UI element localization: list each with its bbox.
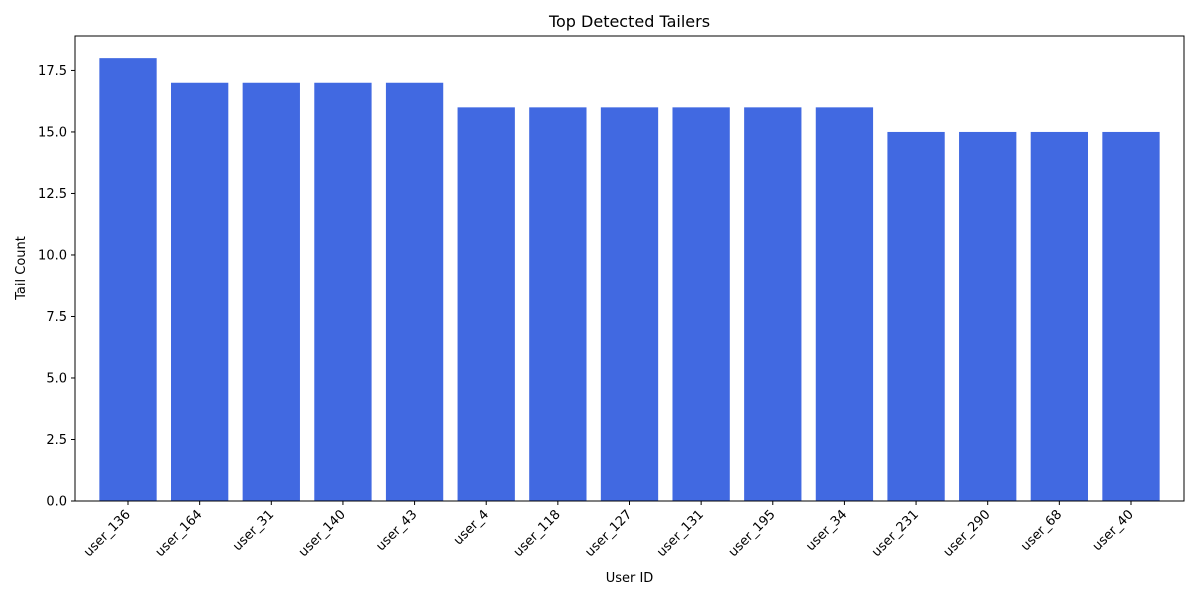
bar-user_231 bbox=[887, 131, 945, 501]
bar-user_127 bbox=[600, 107, 659, 501]
plot-frame bbox=[74, 35, 1185, 502]
bar-user_34 bbox=[815, 107, 874, 501]
x-tick-label: user_290 bbox=[941, 507, 994, 560]
bar-user_43 bbox=[385, 82, 444, 501]
x-tick-label: user_140 bbox=[296, 507, 349, 560]
x-tick-label: user_164 bbox=[153, 507, 206, 560]
y-tick-label: 10.0 bbox=[38, 248, 67, 263]
bar-user_195 bbox=[744, 107, 802, 501]
x-tick-label: user_195 bbox=[726, 507, 779, 560]
y-tick-label: 17.5 bbox=[38, 64, 67, 79]
y-tick-label: 0.0 bbox=[46, 495, 67, 510]
bar-user_131 bbox=[672, 107, 730, 501]
y-tick-label: 12.5 bbox=[38, 187, 67, 202]
x-tick-label: user_68 bbox=[1018, 507, 1065, 554]
x-tick-label: user_31 bbox=[230, 507, 277, 554]
y-tick-label: 5.0 bbox=[46, 371, 67, 386]
bar-user_290 bbox=[959, 131, 1017, 501]
y-tick-label: 15.0 bbox=[38, 125, 67, 140]
x-tick-label: user_127 bbox=[583, 507, 636, 560]
y-axis: 0.0 2.5 5.0 7.5 10.0 12.5 15.0 17.5 bbox=[38, 64, 75, 510]
x-axis-label: User ID bbox=[606, 571, 654, 586]
y-tick-label: 2.5 bbox=[46, 433, 67, 448]
x-tick-label: user_4 bbox=[451, 507, 492, 548]
chart-title: Top Detected Tailers bbox=[548, 12, 710, 31]
x-tick-label: user_136 bbox=[81, 507, 134, 560]
bars-layer bbox=[99, 58, 1160, 501]
bar-user_140 bbox=[314, 82, 372, 501]
bar-user_31 bbox=[242, 82, 300, 501]
x-tick-label: user_43 bbox=[373, 507, 420, 554]
x-axis: user_136 user_164 user_31 user_140 user_43 us… bbox=[81, 501, 1137, 560]
bar-user_68 bbox=[1030, 131, 1088, 501]
x-tick-label: user_118 bbox=[511, 507, 564, 560]
x-tick-label: user_40 bbox=[1090, 507, 1137, 554]
y-tick-label: 7.5 bbox=[46, 310, 67, 325]
x-tick-label: user_34 bbox=[803, 507, 850, 554]
x-tick-label: user_231 bbox=[869, 507, 922, 560]
bar-user_164 bbox=[171, 82, 229, 501]
y-axis-label: Tail Count bbox=[14, 236, 29, 301]
bar-user_40 bbox=[1102, 131, 1160, 501]
x-tick-label: user_131 bbox=[654, 507, 707, 560]
bar-user_136 bbox=[99, 58, 157, 501]
bar-user_118 bbox=[529, 107, 587, 501]
bar-user_4 bbox=[457, 107, 515, 501]
